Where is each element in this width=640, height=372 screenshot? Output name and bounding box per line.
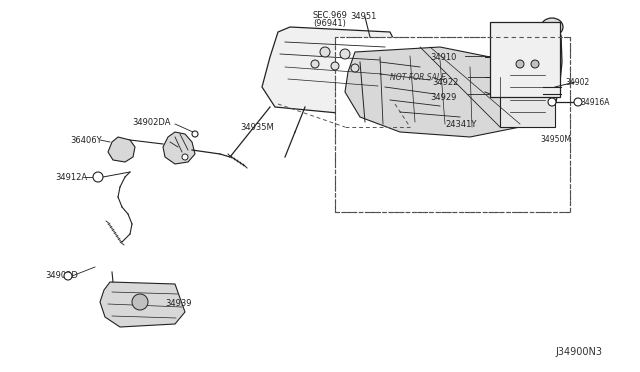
Circle shape [548, 98, 556, 106]
Polygon shape [108, 137, 135, 162]
Text: 34916A: 34916A [580, 97, 609, 106]
Text: 34929: 34929 [430, 93, 456, 102]
Text: 24341Y: 24341Y [445, 119, 476, 128]
Text: 34902DA: 34902DA [132, 118, 170, 126]
Text: 34939: 34939 [165, 299, 191, 308]
Text: (96941): (96941) [314, 19, 346, 28]
Polygon shape [100, 282, 185, 327]
Circle shape [182, 154, 188, 160]
Text: 34951: 34951 [350, 12, 376, 20]
Circle shape [64, 272, 72, 280]
Circle shape [331, 62, 339, 70]
Text: 36406Y: 36406Y [70, 135, 102, 144]
Text: 34912A: 34912A [55, 173, 87, 182]
Polygon shape [345, 47, 540, 137]
Circle shape [516, 60, 524, 68]
Circle shape [311, 60, 319, 68]
Polygon shape [262, 27, 405, 117]
Text: SEC.969: SEC.969 [312, 10, 348, 19]
Circle shape [531, 60, 539, 68]
Text: 34910: 34910 [430, 52, 456, 61]
Bar [500, 62, 555, 127]
Text: 34902D: 34902D [45, 272, 78, 280]
Text: 34902: 34902 [565, 77, 589, 87]
Bar [490, 22, 560, 97]
Ellipse shape [541, 18, 563, 36]
Text: 34950M: 34950M [540, 135, 571, 144]
Circle shape [351, 64, 359, 72]
Circle shape [192, 131, 198, 137]
Circle shape [340, 49, 350, 59]
Circle shape [320, 47, 330, 57]
Text: NOT FOR SALE: NOT FOR SALE [390, 73, 446, 81]
Circle shape [574, 98, 582, 106]
Circle shape [132, 294, 148, 310]
Circle shape [93, 172, 103, 182]
Text: 34935M: 34935M [240, 122, 274, 131]
Text: J34900N3: J34900N3 [555, 347, 602, 357]
Bar [335, 37, 570, 212]
Polygon shape [543, 35, 562, 102]
Text: 34922: 34922 [432, 77, 458, 87]
Polygon shape [163, 132, 195, 164]
